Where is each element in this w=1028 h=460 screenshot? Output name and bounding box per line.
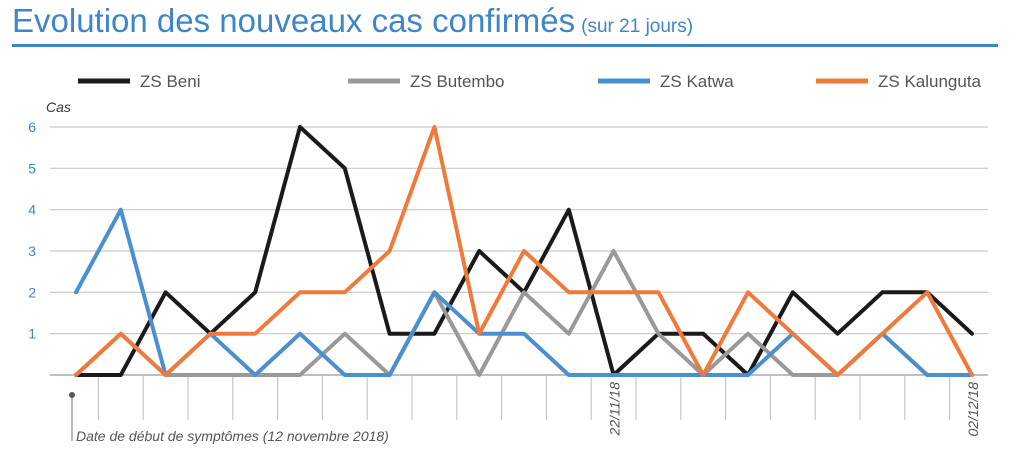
annotation-marker	[69, 392, 75, 398]
y-tick-label: 3	[28, 243, 36, 259]
legend-label: ZS Katwa	[660, 72, 734, 91]
annotation-text: Date de début de symptômes (12 novembre …	[76, 428, 389, 444]
chart-title-block: Evolution des nouveaux cas confirmés (sur…	[12, 2, 693, 40]
symptom-start-annotation: Date de début de symptômes (12 novembre …	[69, 392, 389, 444]
y-tick-label: 1	[28, 326, 36, 342]
chart-legend: ZS Beni ZS Butembo ZS Katwa ZS Kalunguta	[78, 72, 982, 91]
title-underline	[12, 44, 998, 47]
chart-subtitle: (sur 21 jours)	[581, 16, 694, 37]
x-axis-date-labels: 22/11/18 02/12/18	[607, 382, 981, 437]
y-tick-label: 5	[28, 160, 36, 176]
y-tick-label: 4	[28, 202, 36, 218]
x-date-label: 22/11/18	[607, 382, 623, 437]
legend-label: ZS Butembo	[410, 72, 505, 91]
legend-label: ZS Kalunguta	[878, 72, 982, 91]
chart-title: Evolution des nouveaux cas confirmés	[12, 2, 576, 39]
series-line-zs-butembo	[74, 249, 974, 377]
y-tick-label: 6	[28, 119, 36, 135]
y-axis-label: Cas	[46, 99, 71, 115]
chart-grid	[50, 126, 988, 376]
legend-label: ZS Beni	[140, 72, 200, 91]
x-axis-ticks	[97, 375, 951, 420]
x-date-label: 02/12/18	[965, 382, 981, 437]
series-line-zs-kalunguta	[74, 125, 974, 377]
y-tick-label: 2	[28, 284, 36, 300]
y-axis: 1 2 3 4 5 6	[28, 119, 36, 342]
chart-series	[74, 125, 974, 377]
